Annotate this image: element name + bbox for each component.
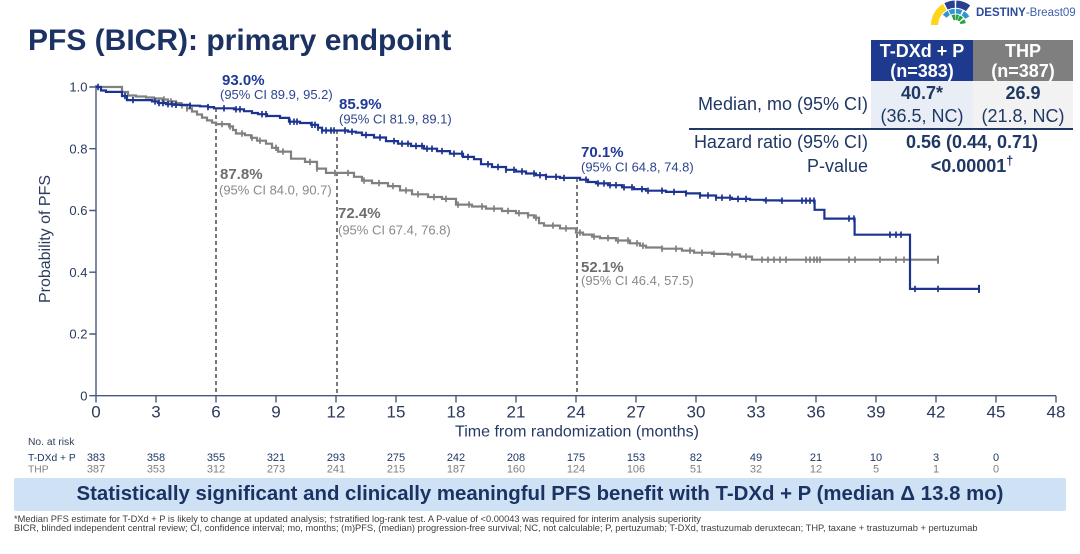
svg-text:36: 36: [807, 403, 826, 422]
svg-text:No. at risk: No. at risk: [28, 437, 75, 448]
svg-text:30: 30: [687, 403, 706, 422]
svg-text:18: 18: [447, 403, 466, 422]
svg-text:353: 353: [147, 464, 165, 476]
svg-text:106: 106: [627, 464, 645, 476]
svg-text:21: 21: [810, 452, 822, 464]
svg-text:T-DXd + P: T-DXd + P: [28, 453, 76, 464]
svg-text:51: 51: [690, 464, 702, 476]
svg-text:0.6: 0.6: [69, 203, 87, 218]
svg-text:49: 49: [750, 452, 762, 464]
svg-text:0: 0: [993, 464, 999, 476]
svg-text:312: 312: [207, 464, 225, 476]
svg-text:293: 293: [327, 452, 345, 464]
svg-text:241: 241: [327, 464, 345, 476]
svg-text:153: 153: [627, 452, 645, 464]
svg-text:85.9%: 85.9%: [339, 96, 382, 113]
svg-text:383: 383: [87, 452, 105, 464]
svg-text:45: 45: [987, 403, 1006, 422]
svg-text:215: 215: [387, 464, 405, 476]
svg-text:(95% CI 84.0, 90.7): (95% CI 84.0, 90.7): [219, 183, 332, 198]
svg-text:87.8%: 87.8%: [220, 166, 263, 183]
svg-text:82: 82: [690, 452, 702, 464]
svg-text:358: 358: [147, 452, 165, 464]
svg-text:39: 39: [867, 403, 886, 422]
svg-text:175: 175: [567, 452, 585, 464]
svg-text:355: 355: [207, 452, 225, 464]
svg-text:10: 10: [870, 452, 882, 464]
svg-text:93.0%: 93.0%: [222, 72, 265, 89]
svg-text:387: 387: [87, 464, 105, 476]
svg-text:0.2: 0.2: [69, 327, 87, 342]
svg-text:48: 48: [1047, 403, 1066, 422]
svg-text:42: 42: [927, 403, 946, 422]
svg-text:0: 0: [993, 452, 999, 464]
svg-text:(95% CI 67.4, 76.8): (95% CI 67.4, 76.8): [338, 223, 451, 238]
svg-text:273: 273: [267, 464, 285, 476]
svg-text:70.1%: 70.1%: [581, 144, 624, 161]
svg-text:242: 242: [447, 452, 465, 464]
svg-text:3: 3: [151, 403, 160, 422]
svg-text:(95% CI 64.8, 74.8): (95% CI 64.8, 74.8): [581, 160, 694, 175]
svg-text:(95% CI 81.9, 89.1): (95% CI 81.9, 89.1): [339, 112, 452, 127]
svg-text:1.0: 1.0: [69, 80, 87, 95]
svg-text:160: 160: [507, 464, 525, 476]
svg-text:15: 15: [387, 403, 406, 422]
svg-text:52.1%: 52.1%: [581, 259, 624, 276]
svg-text:124: 124: [567, 464, 585, 476]
svg-text:0: 0: [80, 388, 87, 403]
svg-text:12: 12: [810, 464, 822, 476]
svg-text:(95% CI 89.9, 95.2): (95% CI 89.9, 95.2): [220, 87, 333, 102]
svg-text:3: 3: [933, 452, 939, 464]
svg-text:187: 187: [447, 464, 465, 476]
svg-text:5: 5: [873, 464, 879, 476]
svg-text:33: 33: [747, 403, 766, 422]
svg-text:6: 6: [211, 403, 220, 422]
svg-text:0.4: 0.4: [69, 265, 87, 280]
svg-text:0: 0: [91, 403, 100, 422]
svg-text:32: 32: [750, 464, 762, 476]
svg-text:(95% CI 46.4, 57.5): (95% CI 46.4, 57.5): [581, 273, 694, 288]
svg-text:0.8: 0.8: [69, 141, 87, 156]
svg-text:9: 9: [271, 403, 280, 422]
svg-text:THP: THP: [28, 465, 49, 476]
svg-text:Probability of PFS: Probability of PFS: [37, 175, 54, 303]
svg-text:21: 21: [507, 403, 526, 422]
svg-text:208: 208: [507, 452, 525, 464]
svg-text:24: 24: [567, 403, 586, 422]
svg-text:27: 27: [627, 403, 646, 422]
svg-text:12: 12: [327, 403, 346, 422]
svg-text:1: 1: [933, 464, 939, 476]
svg-text:321: 321: [267, 452, 285, 464]
svg-text:Time from randomization (month: Time from randomization (months): [455, 424, 699, 441]
svg-text:275: 275: [387, 452, 405, 464]
svg-text:72.4%: 72.4%: [338, 205, 381, 222]
